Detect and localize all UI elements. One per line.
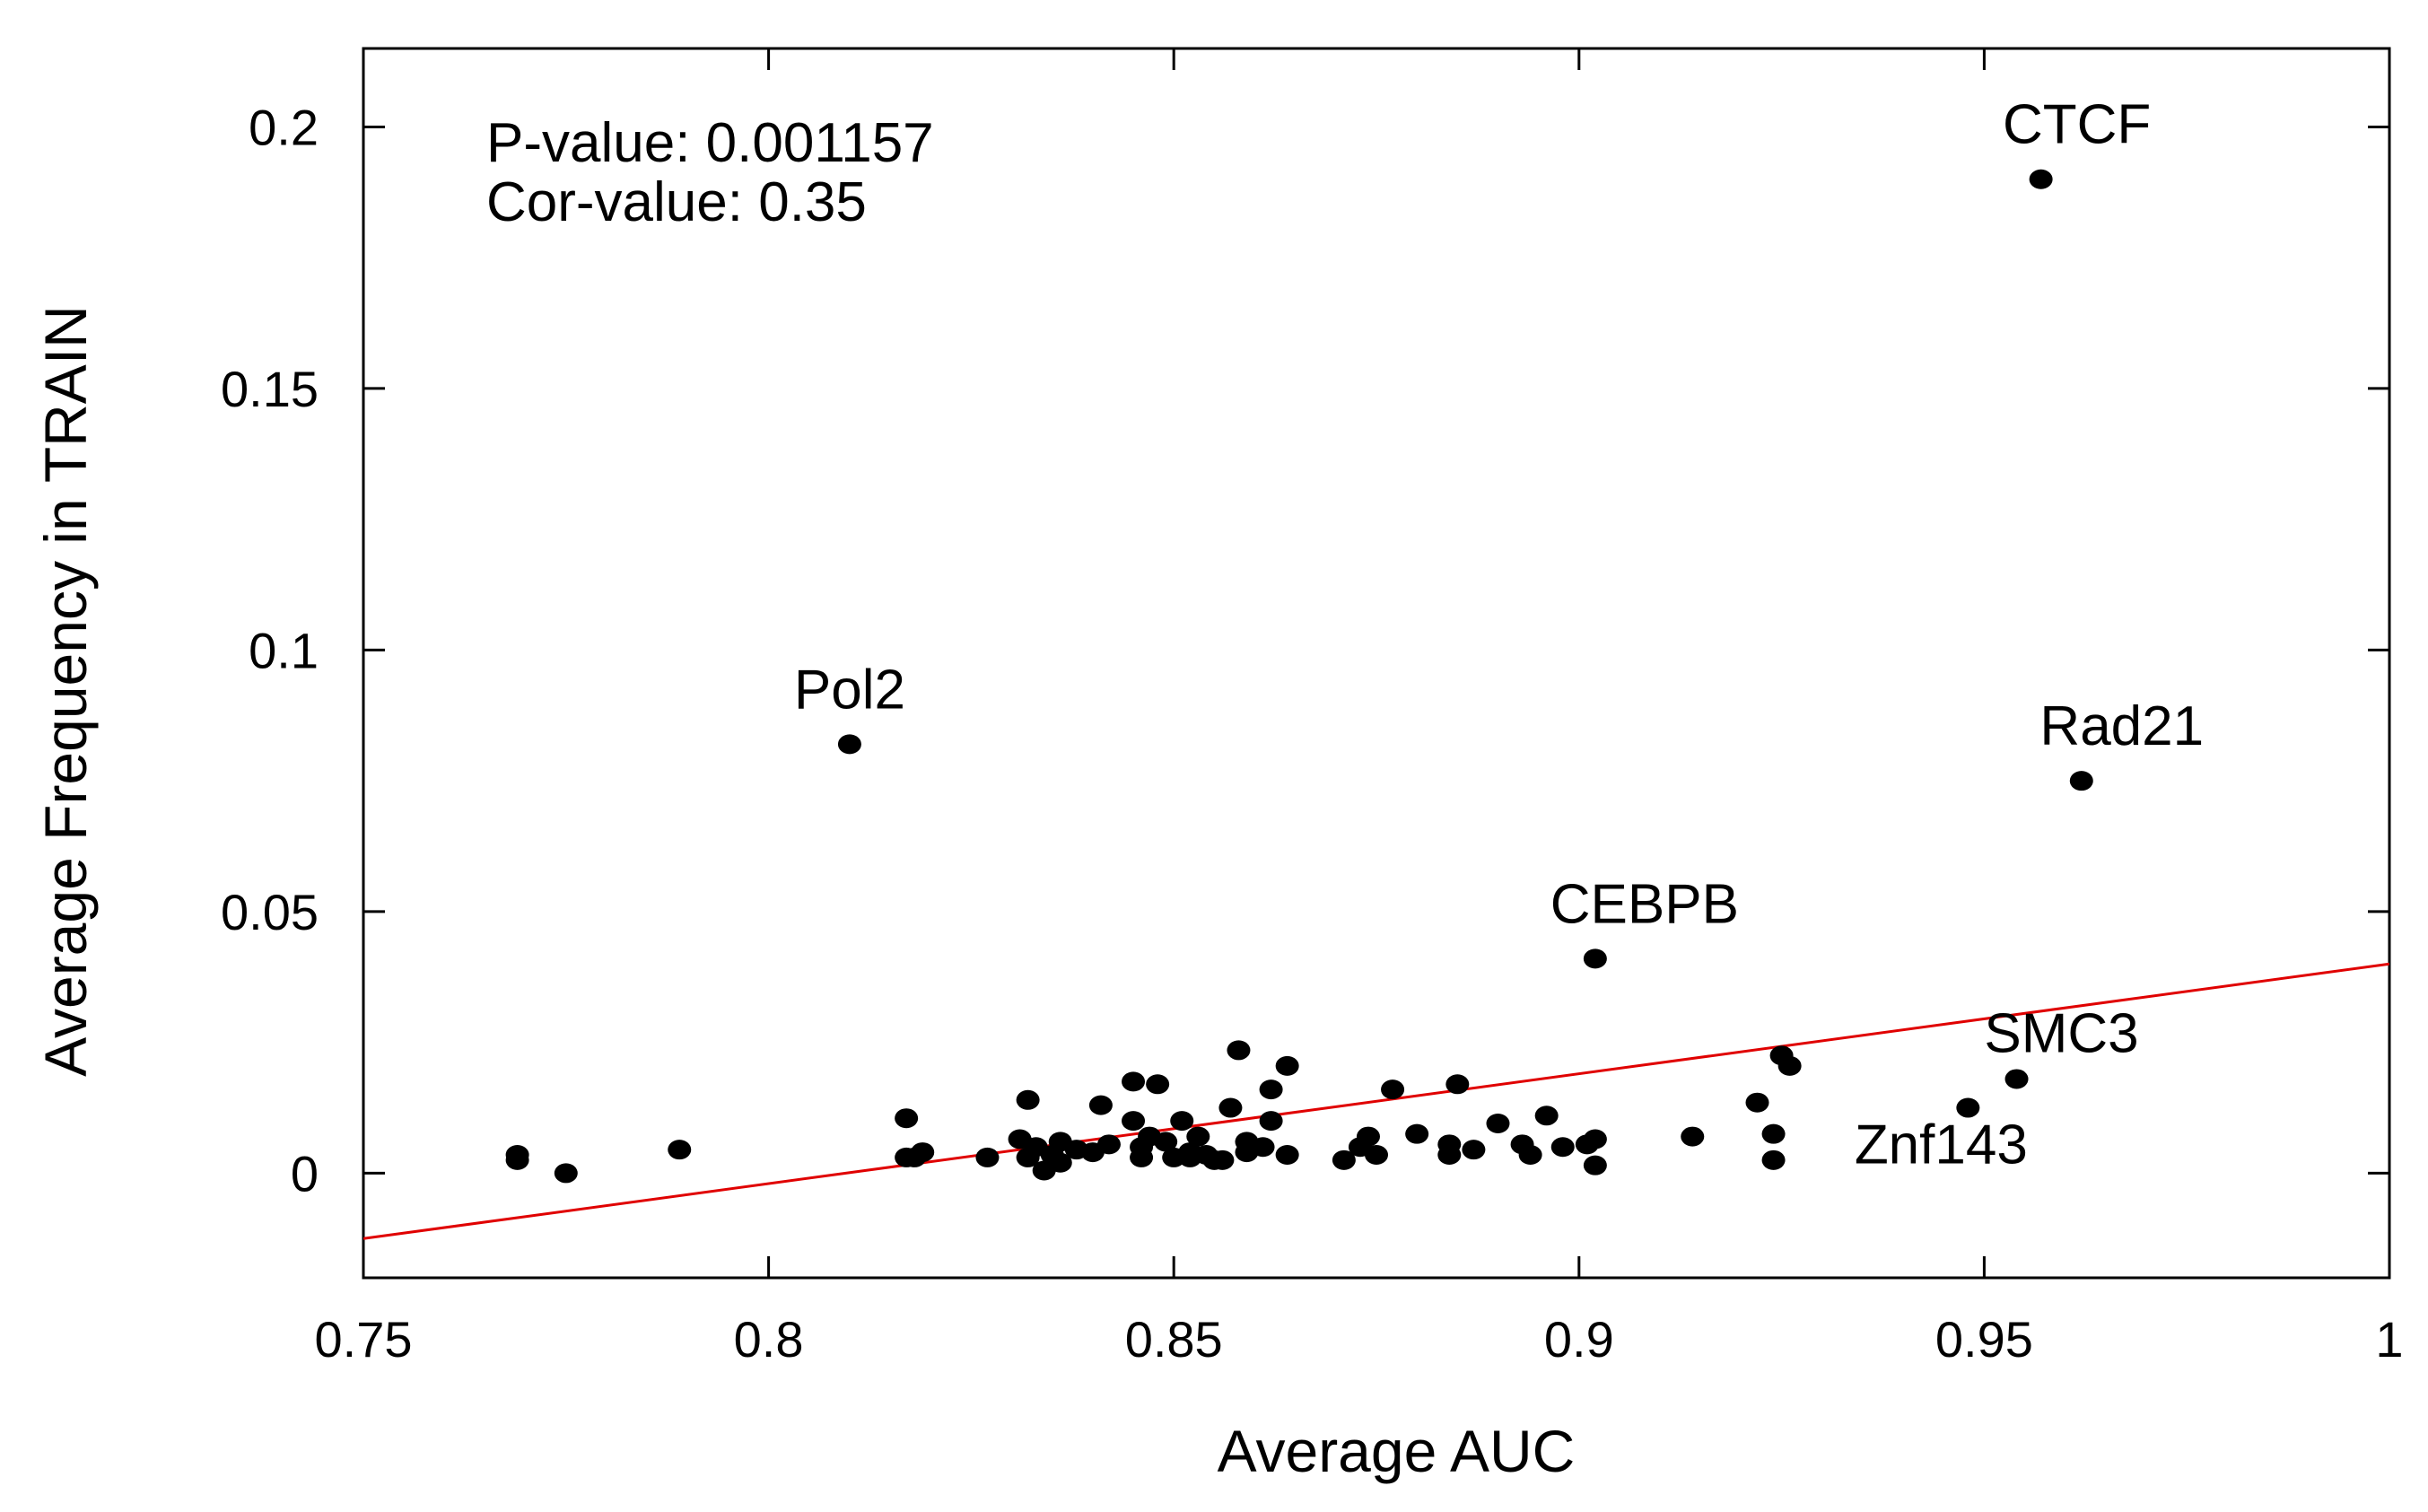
point-label-cebpb: CEBPB bbox=[1550, 873, 1739, 935]
data-point bbox=[1146, 1074, 1170, 1095]
data-point bbox=[1356, 1126, 1380, 1147]
labeled-data-point bbox=[1583, 948, 1607, 969]
data-point bbox=[668, 1140, 692, 1160]
data-point bbox=[1096, 1134, 1121, 1155]
data-point bbox=[895, 1108, 919, 1129]
data-point bbox=[1227, 1040, 1251, 1061]
regression-line-group bbox=[363, 962, 2389, 1240]
point-label-ctcf: CTCF bbox=[2003, 94, 2151, 156]
labeled-data-point bbox=[2029, 169, 2053, 189]
data-point bbox=[1122, 1071, 1146, 1092]
data-point bbox=[1259, 1111, 1283, 1132]
data-point bbox=[1761, 1149, 1786, 1170]
x-tick-label: 0.85 bbox=[1125, 1311, 1223, 1368]
data-point bbox=[1681, 1126, 1705, 1147]
data-point bbox=[1210, 1149, 1235, 1170]
data-point bbox=[1088, 1095, 1113, 1115]
y-tick-label: 0 bbox=[291, 1145, 319, 1202]
data-point bbox=[1122, 1111, 1146, 1132]
y-tick-label: 0.15 bbox=[221, 361, 319, 417]
y-tick-label: 0.1 bbox=[249, 622, 319, 678]
point-label-pol2: Pol2 bbox=[794, 659, 905, 721]
data-point bbox=[1437, 1134, 1462, 1155]
labeled-data-point bbox=[2069, 771, 2093, 791]
x-tick-label: 0.95 bbox=[1935, 1311, 2033, 1368]
x-tick-label: 0.9 bbox=[1544, 1311, 1614, 1368]
plot-frame bbox=[362, 47, 2391, 1280]
point-label-rad21: Rad21 bbox=[2039, 695, 2204, 757]
data-point bbox=[911, 1142, 935, 1163]
labeled-data-point bbox=[2004, 1069, 2029, 1089]
data-point bbox=[975, 1147, 1000, 1167]
x-tick-label: 0.8 bbox=[734, 1311, 804, 1368]
data-point bbox=[1583, 1155, 1607, 1176]
labeled-data-point bbox=[837, 734, 861, 755]
data-point bbox=[1154, 1132, 1178, 1152]
labeled-data-point bbox=[1956, 1097, 1980, 1118]
x-tick-label: 1 bbox=[2375, 1311, 2403, 1368]
data-point bbox=[1486, 1114, 1510, 1134]
data-point bbox=[1777, 1055, 1802, 1076]
cor-value-annotation: Cor-value: 0.35 bbox=[486, 171, 867, 233]
data-point bbox=[1462, 1140, 1486, 1160]
x-axis-title: Average AUC bbox=[1218, 1418, 1576, 1484]
data-point bbox=[1405, 1123, 1429, 1144]
data-point bbox=[1534, 1106, 1559, 1126]
data-point bbox=[1170, 1111, 1194, 1132]
data-point bbox=[554, 1163, 578, 1184]
data-point bbox=[1518, 1145, 1542, 1165]
data-point bbox=[1583, 1129, 1607, 1149]
data-point bbox=[1259, 1079, 1283, 1100]
data-point bbox=[1365, 1145, 1388, 1165]
data-point bbox=[1048, 1152, 1072, 1173]
p-value-annotation: P-value: 0.001157 bbox=[486, 112, 934, 174]
data-point bbox=[1550, 1137, 1575, 1158]
regression-line bbox=[363, 962, 2389, 1240]
data-point bbox=[1130, 1147, 1154, 1167]
data-point bbox=[1186, 1126, 1210, 1147]
y-axis-title: Average Frequency in TRAIN bbox=[32, 305, 99, 1077]
data-point bbox=[1332, 1149, 1356, 1170]
y-tick-label: 0.05 bbox=[221, 884, 319, 940]
data-point bbox=[1275, 1055, 1299, 1076]
point-label-znf143: Znf143 bbox=[1855, 1114, 2028, 1176]
data-point bbox=[1218, 1097, 1243, 1118]
data-point bbox=[1016, 1089, 1040, 1110]
data-point bbox=[505, 1149, 529, 1170]
data-point bbox=[1275, 1145, 1299, 1165]
data-point bbox=[1761, 1123, 1786, 1144]
point-label-smc3: SMC3 bbox=[1984, 1002, 2138, 1064]
y-tick-label: 0.2 bbox=[249, 99, 319, 155]
data-point bbox=[1445, 1074, 1470, 1095]
data-point bbox=[1381, 1079, 1405, 1100]
data-point bbox=[1745, 1092, 1769, 1113]
data-point bbox=[1251, 1137, 1275, 1158]
x-tick-label: 0.75 bbox=[315, 1311, 413, 1368]
